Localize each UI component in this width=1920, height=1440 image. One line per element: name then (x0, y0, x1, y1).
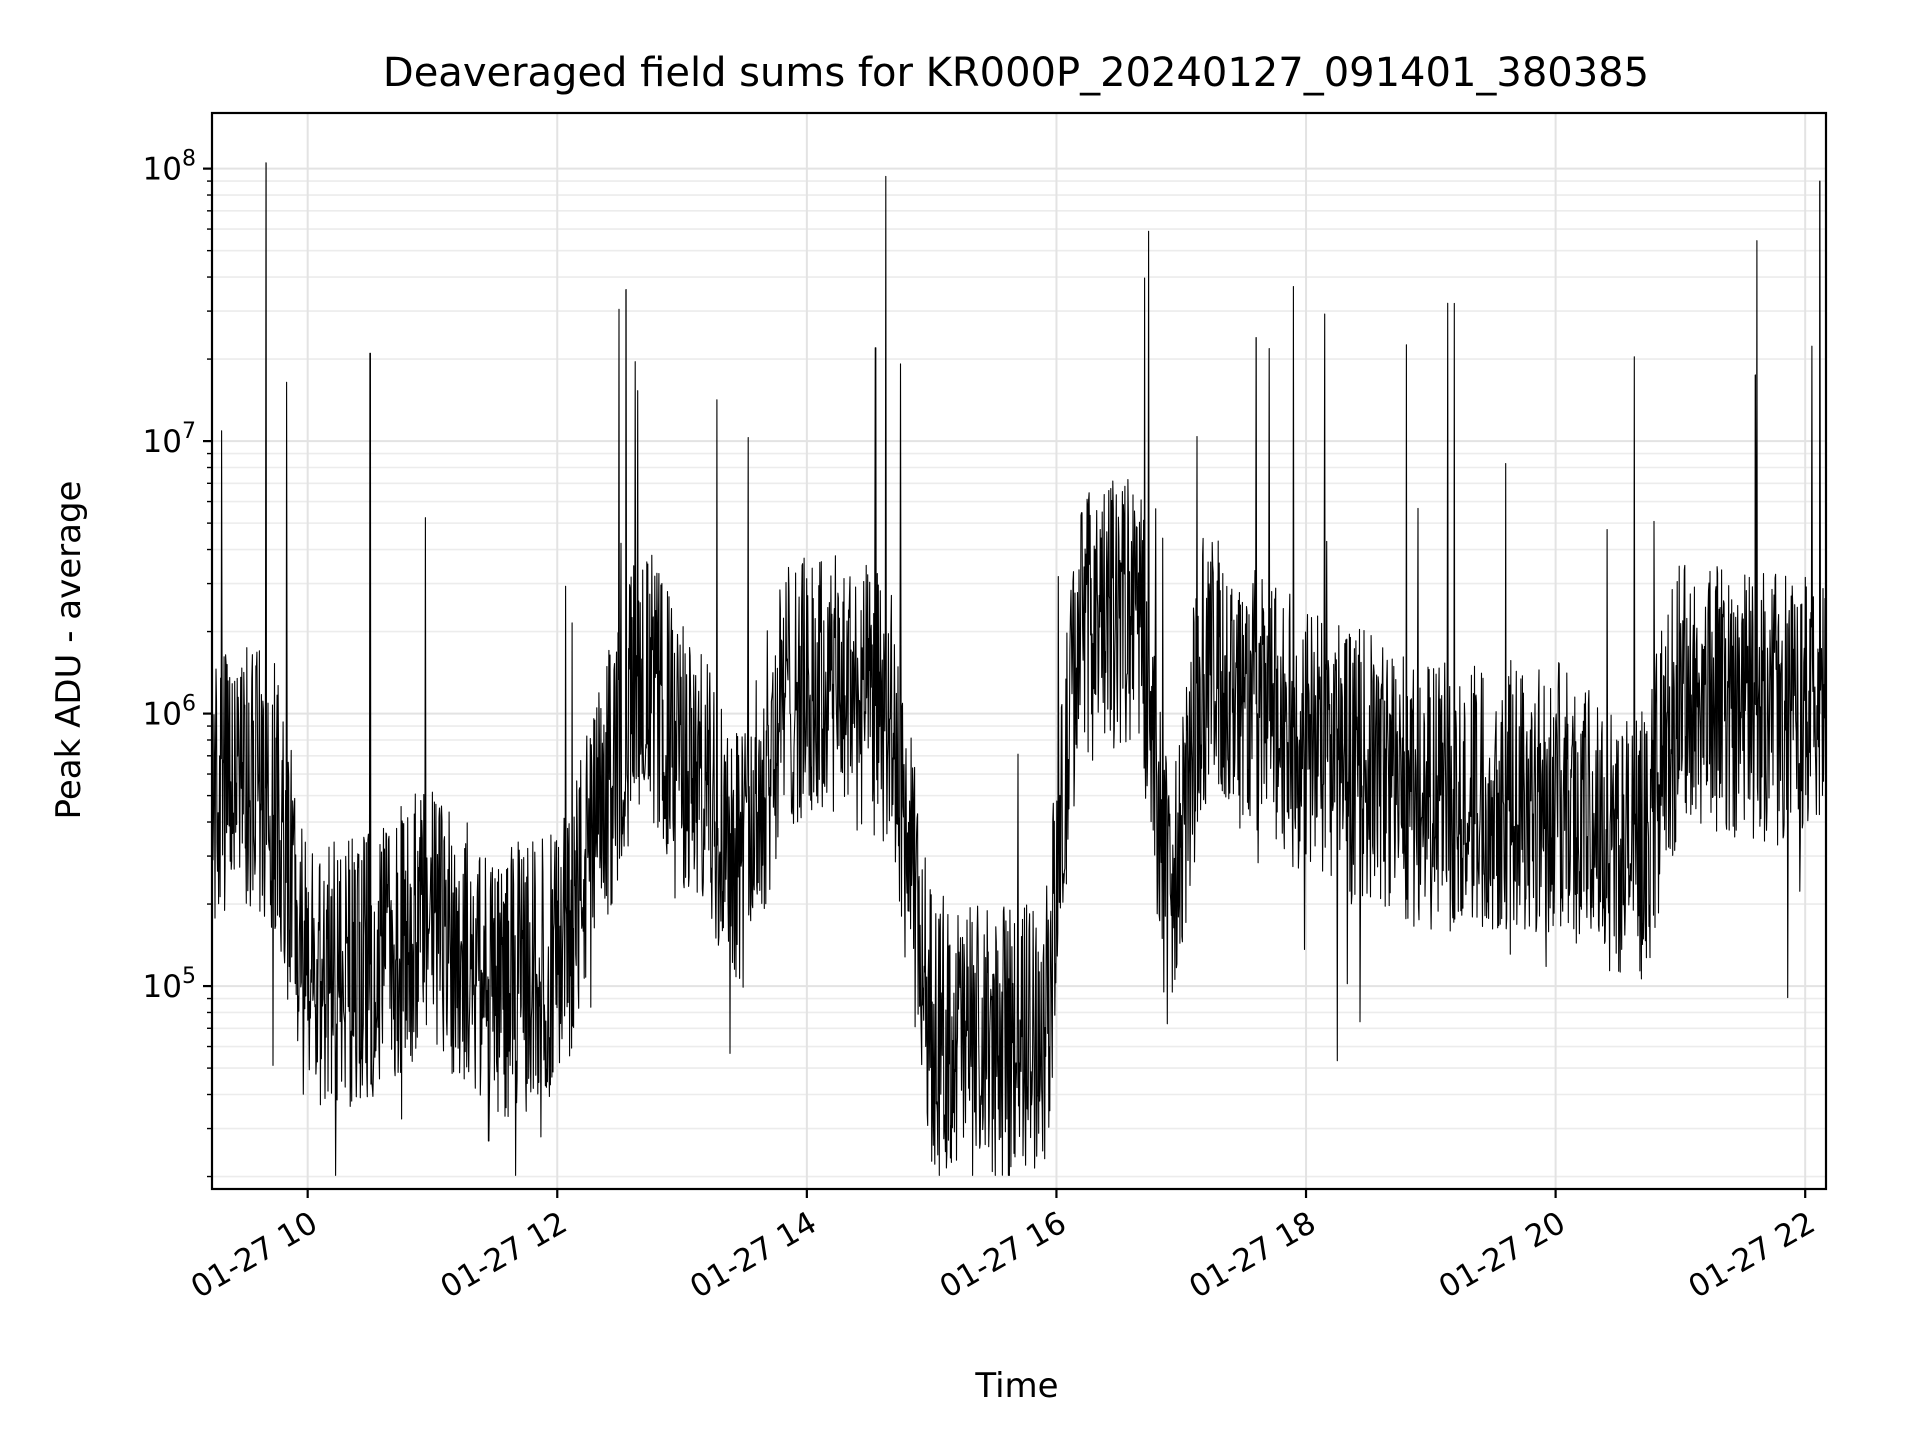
x-axis: 01-27 10 01-27 12 01-27 14 01-27 16 01-27 18… (185, 1189, 1821, 1306)
plot-frame (210, 111, 1828, 1191)
series-group (211, 162, 1827, 1176)
y-tick-label: 108 (143, 147, 196, 188)
series-line (211, 162, 1827, 1176)
y-tick-label: 107 (143, 419, 196, 460)
y-axis: 105 106 107 108 (143, 147, 212, 1178)
y-tick-label: 106 (143, 692, 196, 733)
x-tick-label: 01-27 14 (684, 1205, 823, 1306)
y-tick-label: 105 (143, 964, 196, 1005)
x-tick-label: 01-27 16 (934, 1205, 1073, 1306)
x-tick-label: 01-27 10 (185, 1205, 324, 1306)
y-axis-label: Peak ADU - average (49, 481, 89, 820)
x-tick-label: 01-27 20 (1433, 1205, 1572, 1306)
x-tick-label: 01-27 12 (435, 1205, 574, 1306)
x-tick-label: 01-27 18 (1183, 1205, 1322, 1306)
x-axis-label: Time (974, 1366, 1058, 1406)
chart-title: Deaveraged field sums for KR000P_2024012… (383, 50, 1649, 96)
x-tick-label: 01-27 22 (1682, 1205, 1821, 1306)
